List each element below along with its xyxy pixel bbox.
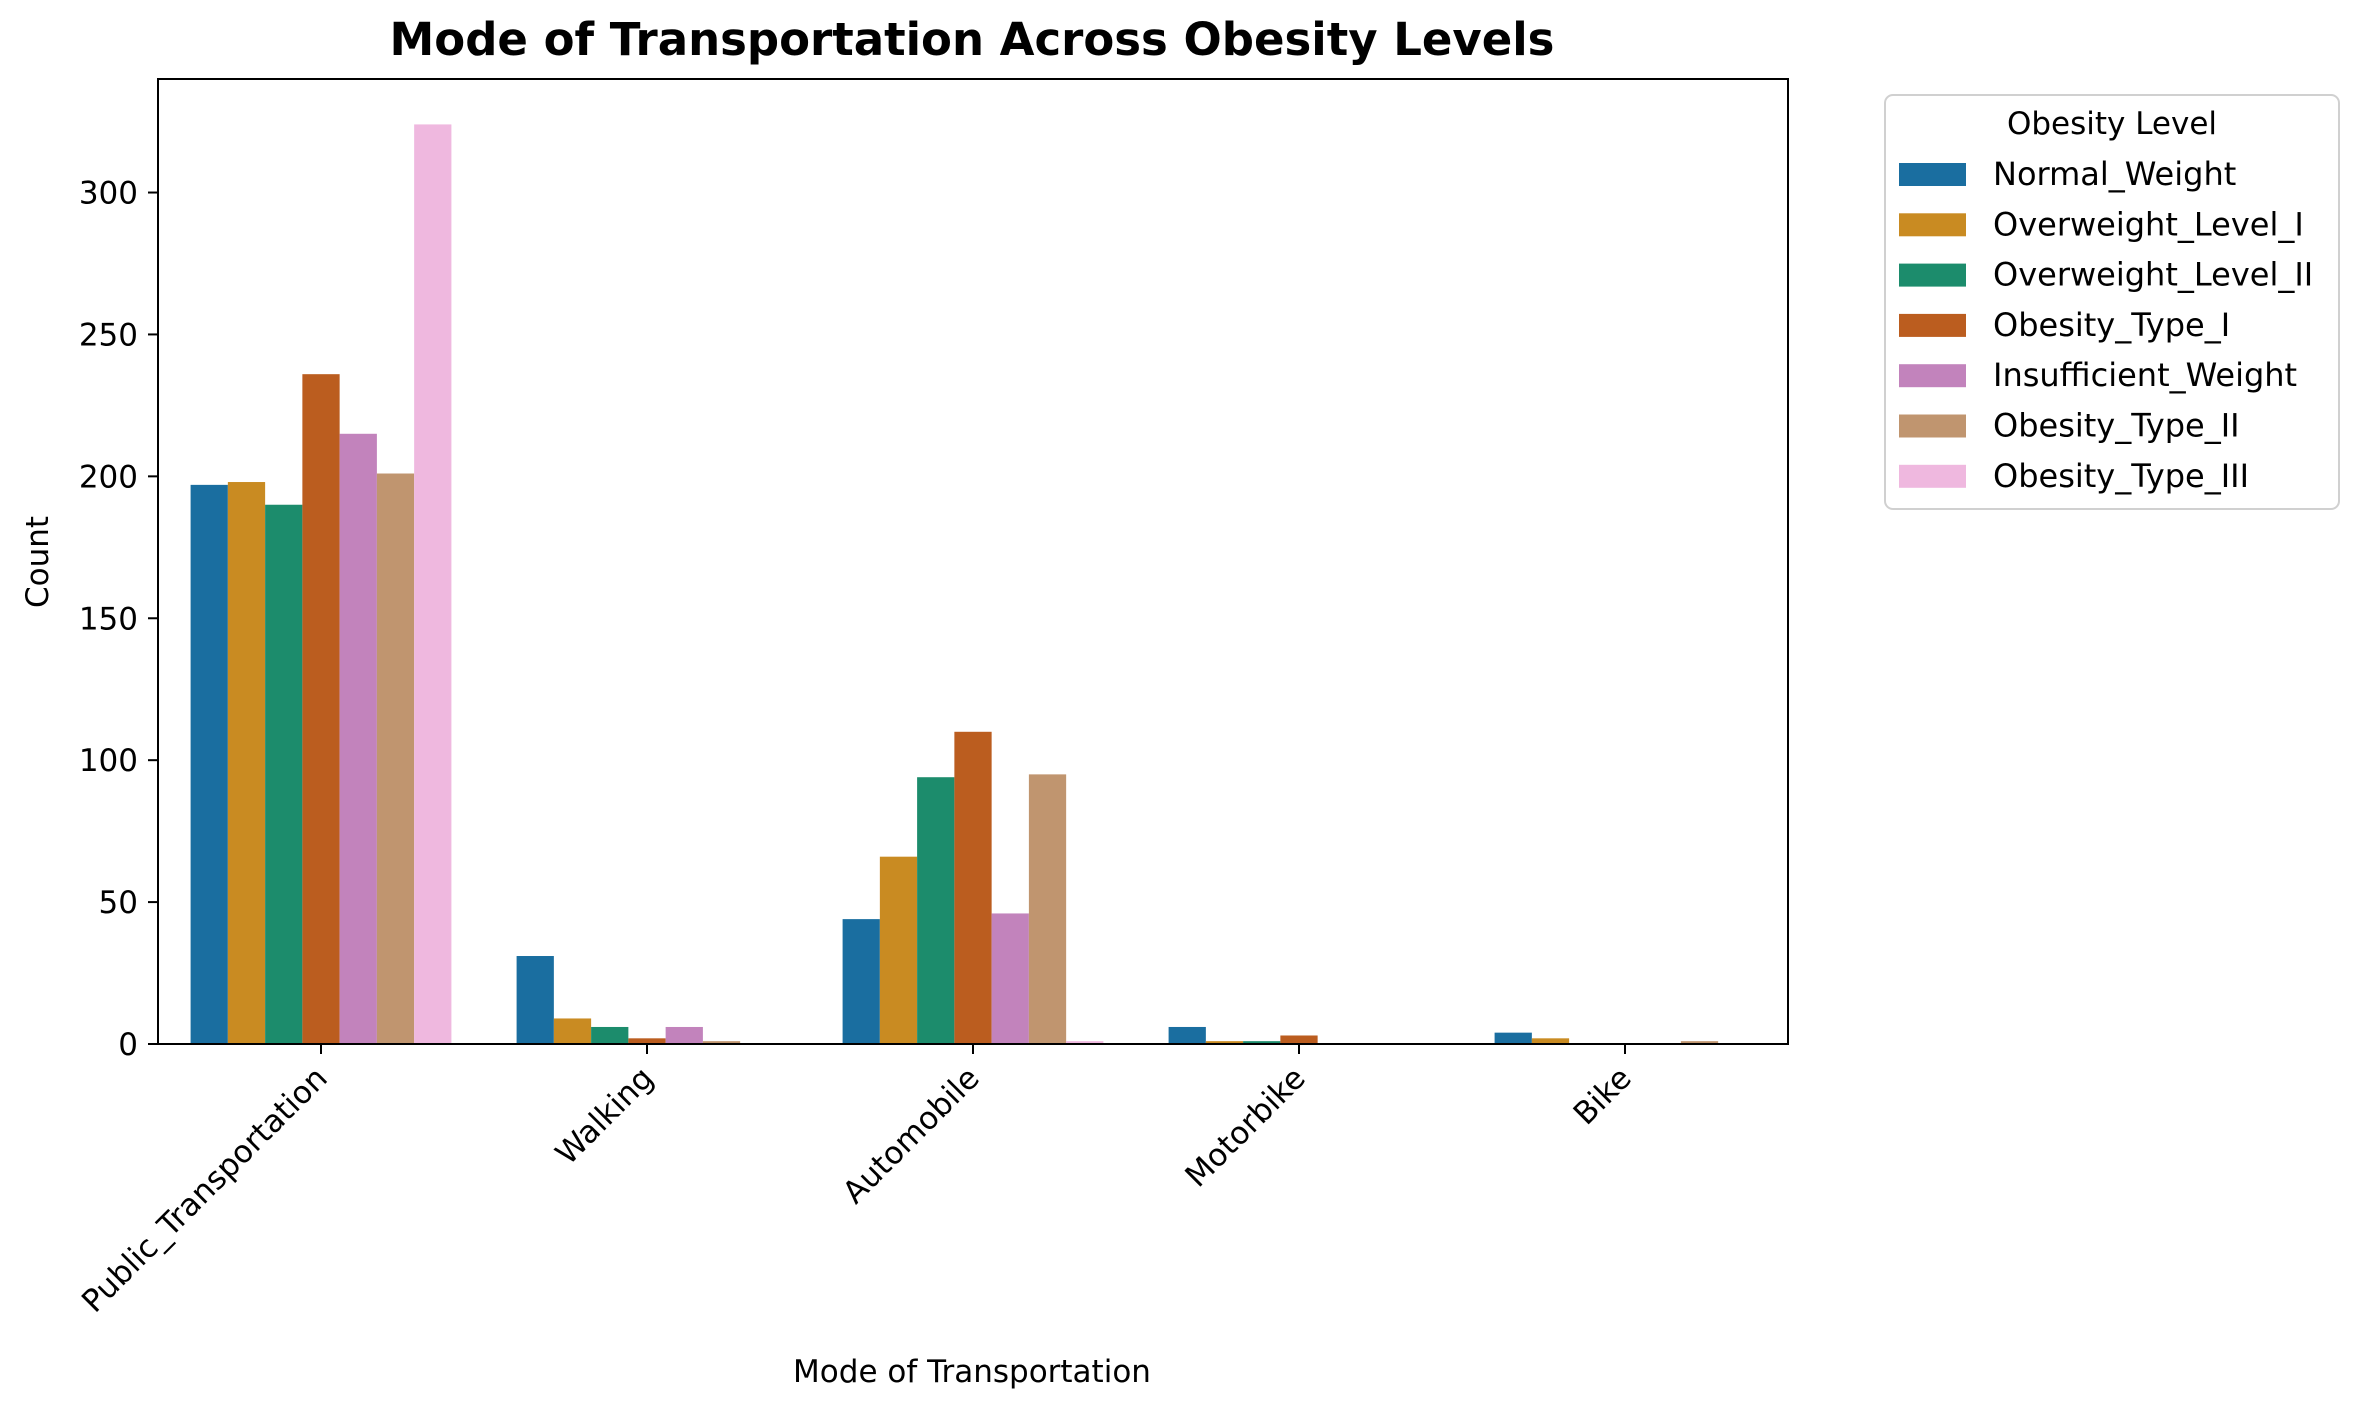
- x-tick-label-0: Public_Transportation: [75, 1060, 335, 1320]
- bar-2-2: [917, 777, 955, 1044]
- legend-swatch-6: [1899, 464, 1966, 488]
- legend-swatch-1: [1899, 213, 1966, 237]
- bar-0-0: [190, 484, 228, 1044]
- legend-swatch-5: [1899, 414, 1966, 438]
- legend-label-5: Obesity_Type_II: [1993, 407, 2240, 445]
- legend: Obesity Level Normal_Weight Overweight_Le…: [1884, 94, 2340, 510]
- bar-3-2: [1243, 1041, 1281, 1044]
- legend-label-6: Obesity_Type_III: [1993, 457, 2249, 495]
- legend-swatch-3: [1899, 313, 1966, 337]
- bar-4-5: [1680, 1041, 1719, 1044]
- x-tick-label-2: Automobile: [836, 1060, 987, 1211]
- bar-0-5: [376, 473, 415, 1044]
- bar-2-5: [1028, 774, 1067, 1044]
- bars-group: [190, 124, 1719, 1044]
- bar-4-1: [1531, 1038, 1570, 1044]
- bar-1-0: [516, 956, 554, 1044]
- x-axis-label: Mode of Transportation: [793, 1354, 1151, 1390]
- y-axis-label: Count: [20, 516, 56, 608]
- bar-2-1: [879, 856, 918, 1044]
- legend-label-1: Overweight_Level_I: [1993, 205, 2304, 243]
- y-axis: 0 50 100 150 200 250 300: [79, 176, 158, 1063]
- bar-0-3: [302, 374, 340, 1044]
- y-tick-label-3: 150: [79, 601, 138, 637]
- legend-label-0: Normal_Weight: [1993, 155, 2236, 193]
- bar-0-1: [227, 482, 266, 1044]
- bar-0-6: [414, 124, 452, 1044]
- y-tick-label-6: 300: [79, 176, 138, 212]
- chart-title: Mode of Transportation Across Obesity Le…: [390, 13, 1555, 66]
- y-tick-label-2: 100: [79, 743, 138, 779]
- x-axis: Public_Transportation Walking Automobile Mo…: [75, 1044, 1639, 1320]
- legend-label-4: Insufficient_Weight: [1993, 356, 2297, 394]
- bar-3-1: [1205, 1041, 1244, 1044]
- legend-frame: [1884, 94, 2340, 510]
- x-tick-label-3: Motorbike: [1178, 1060, 1312, 1194]
- legend-swatch-2: [1899, 263, 1966, 287]
- y-tick-label-1: 50: [99, 885, 138, 921]
- legend-label-3: Obesity_Type_I: [1993, 306, 2230, 344]
- y-tick-label-5: 250: [79, 317, 138, 353]
- y-tick-label-4: 200: [79, 459, 138, 495]
- x-tick-label-4: Bike: [1567, 1060, 1639, 1132]
- bar-2-4: [991, 913, 1029, 1044]
- bar-1-2: [591, 1026, 629, 1044]
- bar-2-6: [1066, 1041, 1104, 1044]
- bar-1-3: [628, 1038, 666, 1044]
- bar-0-4: [339, 433, 377, 1044]
- bar-4-0: [1494, 1032, 1532, 1044]
- bar-2-3: [954, 731, 992, 1044]
- legend-swatch-0: [1899, 163, 1966, 186]
- legend-label-2: Overweight_Level_II: [1993, 256, 2313, 294]
- legend-title: Obesity Level: [2007, 106, 2217, 142]
- bar-1-5: [702, 1041, 741, 1044]
- legend-swatch-4: [1899, 364, 1966, 388]
- bar-0-2: [265, 504, 303, 1044]
- bar-3-0: [1168, 1026, 1206, 1044]
- y-tick-label-0: 0: [118, 1027, 138, 1063]
- bar-1-1: [553, 1018, 592, 1044]
- bar-3-3: [1280, 1035, 1318, 1044]
- bar-1-4: [665, 1026, 703, 1044]
- legend-items: Normal_Weight Overweight_Level_I Overweigh…: [1899, 155, 2313, 495]
- bar-2-0: [842, 919, 880, 1044]
- x-tick-label-1: Walking: [549, 1060, 661, 1172]
